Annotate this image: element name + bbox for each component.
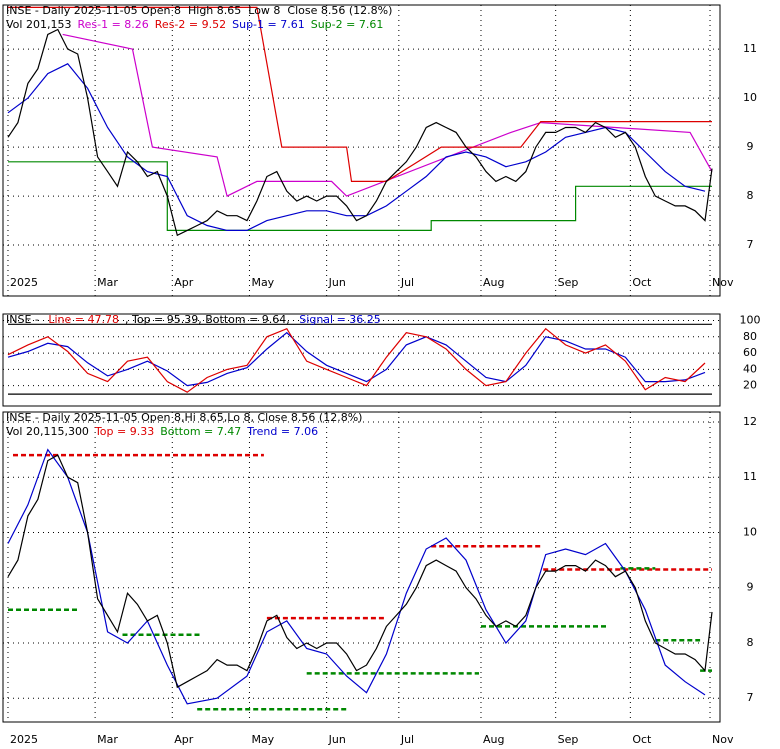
x-tick-label: May [251,276,274,289]
x-tick-label: Nov [712,733,734,745]
header-text: Vol 201,153 [6,18,71,31]
y-tick-label: 8 [747,636,754,649]
panel-frame [2,4,721,297]
x-tick-label: Nov [712,276,734,289]
x-tick-label: Apr [174,733,194,745]
series-line [7,331,706,387]
x-tick-label: Oct [632,733,652,745]
header-text: INSE - Daily 2025-11-05 Open 8,Hi 8.65,L… [6,411,362,424]
series-line [62,33,713,197]
y-tick-label: 7 [747,691,754,704]
y-tick-label: 9 [747,140,754,153]
y-tick-label: 10 [743,525,757,538]
y-tick-label: 80 [743,330,757,343]
x-tick-label: May [251,733,274,745]
header-text: Vol 20,115,300 [6,425,89,438]
series-line [8,6,712,182]
header-text: INSE - Daily 2025-11-05 Open 8 High 8.65… [6,4,392,17]
header-text: Trend = 7.06 [246,425,318,438]
x-tick-label: Aug [483,733,504,745]
series-line [7,28,713,237]
header-text: INSE - [6,313,42,326]
x-tick-label: Aug [483,276,504,289]
level-line [8,567,712,711]
series-line [7,63,706,231]
x-tick-label: Mar [97,733,118,745]
header-text: Bottom = 7.47 [160,425,241,438]
panel-frame [2,411,721,723]
x-tick-label: Sep [558,276,579,289]
x-tick-label: Oct [632,276,652,289]
y-tick-label: 11 [743,470,757,483]
header-text: Res-1 = 8.26 [77,18,148,31]
x-tick-label: Sep [558,733,579,745]
header-text: Line = 47.78 [48,313,119,326]
y-tick-label: 12 [743,415,757,428]
header-text: , Top = 95.39, Bottom = 9.64, [125,313,293,326]
y-tick-label: 60 [743,346,757,359]
y-tick-label: 11 [743,42,757,55]
x-tick-label: Jun [328,276,346,289]
header-text: Top = 9.33 [94,425,154,438]
y-tick-label: 20 [743,379,757,392]
y-tick-label: 40 [743,362,757,375]
y-tick-label: 9 [747,581,754,594]
y-tick-label: 100 [740,314,761,327]
level-line [13,453,712,620]
x-tick-label: 2025 [10,276,38,289]
series-line [7,454,713,689]
header-text: Res-2 = 9.52 [155,18,226,31]
y-tick-label: 10 [743,91,757,104]
x-tick-label: 2025 [10,733,38,745]
header-text: Signal = 36.25 [299,313,381,326]
panel-frame [2,313,721,407]
x-tick-label: Apr [174,276,194,289]
header-text: Sup-2 = 7.61 [311,18,384,31]
x-tick-label: Jul [400,276,414,289]
header-text: Sup-1 = 7.61 [232,18,305,31]
series-line [7,327,706,393]
series-line [8,161,712,231]
y-tick-label: 7 [747,238,754,251]
series-line [7,448,706,705]
x-tick-label: Jul [400,733,414,745]
y-tick-label: 8 [747,189,754,202]
x-tick-label: Jun [328,733,346,745]
x-tick-label: Mar [97,276,118,289]
